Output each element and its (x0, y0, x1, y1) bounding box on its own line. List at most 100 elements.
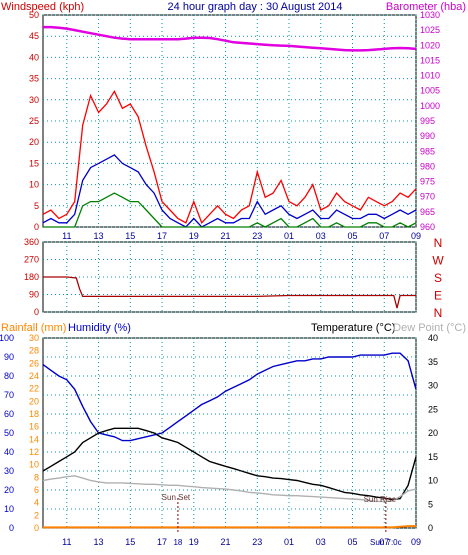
barometer-axis-title: Barometer (hba) (386, 1, 466, 13)
temperature-tick-label: 0 (428, 523, 433, 533)
barometer-tick-label: 985 (420, 146, 435, 156)
chart-gridlines (43, 14, 417, 529)
sunset-tick-label: 18 (173, 538, 182, 547)
barometer-tick-label: 995 (420, 116, 435, 126)
direction-tick-label: 0 (34, 307, 39, 317)
windspeed-tick-label: 20 (29, 137, 39, 147)
temperature-tick-label: 30 (428, 381, 438, 391)
rainfall-axis-title: Rainfall (mm) (1, 322, 66, 334)
rainfall-tick-label: 10 (29, 460, 39, 470)
x-tick-label: 03 (316, 537, 326, 547)
windspeed-tick-label: 0 (34, 222, 39, 232)
humidity-axis-title: Humidity (%) (68, 322, 131, 334)
x-tick-label: 15 (125, 537, 135, 547)
barometer-tick-label: 970 (420, 192, 435, 202)
temperature-tick-label: 20 (428, 428, 438, 438)
x-tick-label: 07 (379, 231, 389, 241)
windspeed-tick-label: 25 (29, 116, 39, 126)
rainfall-tick-label: 20 (29, 396, 39, 406)
humidity-tick-label: 100 (0, 333, 14, 343)
rainfall-tick-label: 26 (29, 358, 39, 368)
rainfall-tick-label: 4 (34, 498, 39, 508)
windspeed-series-line (42, 89, 417, 225)
wind-low-series-line (43, 192, 417, 228)
barometer-tick-label: 975 (420, 177, 435, 187)
windspeed-tick-label: 5 (34, 201, 39, 211)
temperature-tick-label: 15 (428, 452, 438, 462)
x-tick-label: 17 (157, 537, 167, 547)
windspeed-axis-title: Windspeed (kph) (1, 1, 84, 13)
temperature-axis-title: Temperature (°C) (311, 322, 395, 334)
temperature-tick-label: 25 (428, 404, 438, 414)
x-tick-label: 19 (189, 537, 199, 547)
barometer-tick-label: 980 (420, 161, 435, 171)
humidity-tick-label: 60 (4, 409, 14, 419)
x-tick-label: 01 (284, 537, 294, 547)
windspeed-tick-label: 30 (29, 95, 39, 105)
barometer-tick-label: 965 (420, 207, 435, 217)
x-tick-label: 13 (94, 231, 104, 241)
x-tick-label: 15 (125, 231, 135, 241)
x-tick-label: 11 (62, 231, 71, 241)
rainfall-tick-label: 30 (29, 333, 39, 343)
x-tick-label: 01 (284, 231, 294, 241)
humidity-tick-label: 50 (4, 428, 14, 438)
barometer-tick-label: 1015 (420, 55, 440, 65)
direction-tick-label: 270 (24, 255, 39, 265)
rainfall-tick-label: 12 (29, 447, 39, 457)
barometer-tick-label: 1020 (420, 40, 440, 50)
chart-tick-labels: 1111131315151717191921212323010103030505… (0, 10, 444, 547)
humidity-tick-label: 90 (4, 352, 14, 362)
x-tick-label: 07 (379, 537, 389, 547)
rainfall-tick-label: 22 (29, 384, 39, 394)
x-tick-label: 03 (316, 231, 326, 241)
windspeed-tick-label: 15 (29, 158, 39, 168)
humidity-tick-label: 10 (4, 504, 14, 514)
temperature-tick-label: 35 (428, 357, 438, 367)
humidity-tick-label: 30 (4, 466, 14, 476)
dewpoint-series-line (42, 475, 417, 503)
compass-label: W (432, 254, 444, 268)
rainfall-tick-label: 18 (29, 409, 39, 419)
x-tick-label: 09 (411, 537, 421, 547)
sunrise-tick-label: Sun 7:0c (370, 538, 402, 547)
windspeed-tick-label: 40 (29, 52, 39, 62)
barometer-tick-label: 1030 (420, 10, 440, 20)
barometer-tick-label: 960 (420, 222, 435, 232)
humidity-series-line (42, 352, 417, 442)
x-tick-label: 17 (157, 231, 167, 241)
sunset-label: Sun Set (162, 493, 191, 502)
windspeed-tick-label: 35 (29, 74, 39, 84)
x-tick-label: 21 (221, 231, 231, 241)
compass-label: S (434, 271, 442, 285)
x-tick-label: 21 (221, 537, 231, 547)
wind-direction-series-line (43, 276, 416, 309)
rainfall-tick-label: 0 (34, 523, 39, 533)
rainfall-tick-label: 6 (34, 485, 39, 495)
barometer-tick-label: 1025 (420, 25, 440, 35)
humidity-tick-label: 70 (4, 390, 14, 400)
barometer-tick-label: 1005 (420, 86, 440, 96)
rainfall-tick-label: 16 (29, 422, 39, 432)
x-tick-label: 23 (252, 231, 262, 241)
direction-tick-label: 90 (29, 290, 39, 300)
humidity-tick-label: 20 (4, 485, 14, 495)
sunrise-label: Sun Rise (364, 495, 397, 504)
dewpoint-axis-title: Dew Point (°C) (393, 322, 466, 334)
temperature-series-line (42, 427, 417, 501)
barometer-series-line (43, 25, 417, 52)
rainfall-tick-label: 14 (29, 434, 39, 444)
windspeed-tick-label: 45 (29, 31, 39, 41)
x-tick-label: 13 (94, 537, 104, 547)
temperature-tick-label: 40 (428, 333, 438, 343)
humidity-tick-label: 40 (4, 447, 14, 457)
compass-label: N (434, 236, 443, 250)
barometer-tick-label: 1010 (420, 71, 440, 81)
x-tick-label: 05 (348, 231, 358, 241)
chart-series (42, 25, 417, 532)
barometer-tick-label: 1000 (420, 101, 440, 111)
windspeed-tick-label: 50 (29, 10, 39, 20)
rainfall-tick-label: 2 (34, 510, 39, 520)
x-tick-label: 05 (348, 537, 358, 547)
